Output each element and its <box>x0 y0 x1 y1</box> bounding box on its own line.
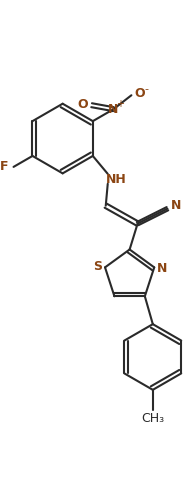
Text: N: N <box>171 199 182 212</box>
Text: N: N <box>157 262 167 275</box>
Text: O: O <box>134 87 145 100</box>
Text: S: S <box>94 260 103 273</box>
Text: O: O <box>77 98 88 111</box>
Text: N: N <box>108 103 119 116</box>
Text: F: F <box>0 161 9 173</box>
Text: CH₃: CH₃ <box>141 412 164 425</box>
Text: +: + <box>116 99 124 109</box>
Text: -: - <box>144 84 148 94</box>
Text: NH: NH <box>106 173 127 186</box>
